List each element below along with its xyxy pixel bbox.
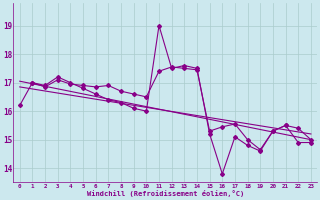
X-axis label: Windchill (Refroidissement éolien,°C): Windchill (Refroidissement éolien,°C) — [87, 190, 244, 197]
